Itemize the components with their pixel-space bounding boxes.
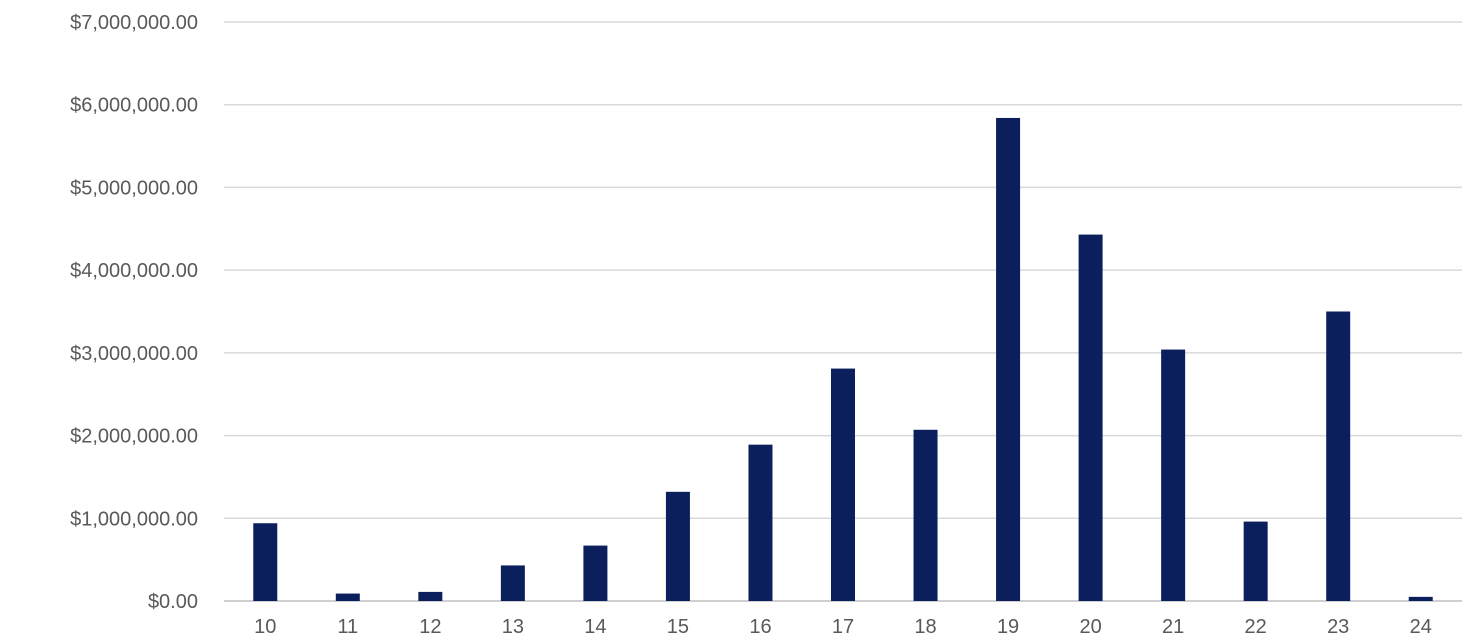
y-tick-label: $1,000,000.00	[70, 508, 198, 530]
bar-13	[500, 565, 525, 601]
x-tick-label: 18	[914, 616, 936, 638]
x-tick-label: 16	[749, 616, 771, 638]
y-axis-tick-labels: $0.00 $1,000,000.00 $2,000,000.00 $3,000,00…	[70, 12, 198, 613]
bars	[253, 117, 1433, 601]
bar-19	[996, 117, 1021, 601]
y-tick-label: $2,000,000.00	[70, 426, 198, 448]
x-tick-label: 10	[254, 616, 276, 638]
bar-15	[665, 491, 690, 601]
y-tick-label: $4,000,000.00	[70, 260, 198, 282]
y-tick-label: $6,000,000.00	[70, 95, 198, 117]
x-tick-label: 20	[1079, 616, 1101, 638]
y-tick-label: $7,000,000.00	[70, 12, 198, 34]
x-tick-label: 19	[997, 616, 1019, 638]
x-tick-label: 11	[337, 616, 358, 638]
x-tick-label: 24	[1410, 616, 1432, 638]
y-tick-label: $0.00	[148, 591, 198, 613]
bar-21	[1161, 349, 1186, 601]
y-tick-label: $5,000,000.00	[70, 177, 198, 199]
bar-24	[1408, 596, 1433, 601]
bar-16	[748, 444, 773, 601]
x-axis-tick-labels: 10 11 12 13 14 15 16 17 18 19 20 21 22 23 24	[254, 616, 1432, 638]
bar-10	[253, 523, 278, 601]
y-tick-label: $3,000,000.00	[70, 343, 198, 365]
x-tick-label: 12	[419, 616, 441, 638]
x-tick-label: 23	[1327, 616, 1349, 638]
x-tick-label: 14	[584, 616, 606, 638]
x-tick-label: 22	[1245, 616, 1267, 638]
bar-12	[418, 591, 443, 601]
x-tick-label: 21	[1162, 616, 1184, 638]
x-tick-label: 17	[832, 616, 854, 638]
bar-11	[335, 593, 360, 601]
bar-20	[1078, 234, 1103, 601]
x-tick-label: 15	[667, 616, 689, 638]
bar-18	[913, 429, 938, 601]
bar-23	[1326, 311, 1351, 601]
bar-17	[831, 368, 855, 601]
bar-14	[583, 545, 608, 601]
x-tick-label: 13	[502, 616, 524, 638]
bar-22	[1243, 521, 1268, 601]
